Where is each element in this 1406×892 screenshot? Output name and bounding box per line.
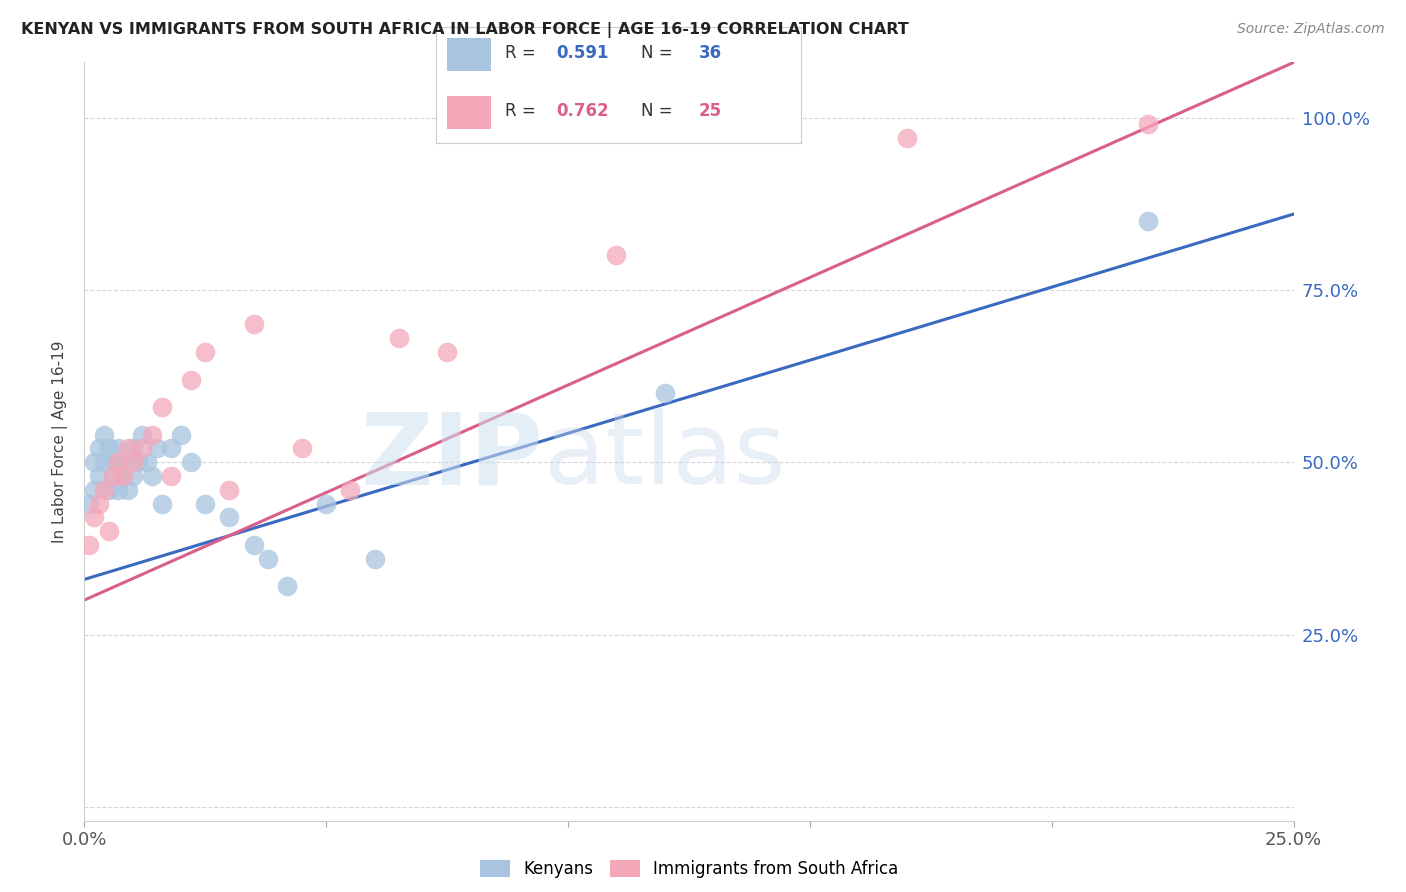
Text: N =: N = (641, 45, 678, 62)
Point (605, 248, 627, 262)
Bar (447, 38, 491, 70)
Point (339, 483, 361, 497)
Point (103, 469, 125, 483)
Point (363, 551, 385, 566)
Point (136, 455, 159, 469)
Bar (447, 96, 491, 128)
Legend: Kenyans, Immigrants from South Africa: Kenyans, Immigrants from South Africa (472, 854, 905, 885)
Text: 25: 25 (699, 103, 723, 120)
Point (194, 497, 217, 511)
Point (150, 497, 173, 511)
Point (170, 427, 193, 442)
Point (180, 372, 202, 386)
Point (121, 442, 143, 456)
Point (194, 345, 217, 359)
Text: atlas: atlas (544, 409, 786, 505)
Point (107, 483, 129, 497)
Point (388, 331, 411, 345)
Point (131, 442, 153, 456)
Point (83, 483, 105, 497)
Text: Source: ZipAtlas.com: Source: ZipAtlas.com (1237, 22, 1385, 37)
Point (242, 538, 264, 552)
Text: 36: 36 (699, 45, 723, 62)
Point (103, 469, 125, 483)
Point (97, 524, 120, 538)
Point (83, 510, 105, 524)
Point (1137, 118, 1160, 132)
Point (160, 469, 183, 483)
Point (127, 455, 149, 469)
Point (77, 497, 100, 511)
Point (242, 318, 264, 332)
Point (141, 427, 163, 442)
Point (141, 469, 163, 483)
Point (77, 538, 100, 552)
Text: R =: R = (505, 45, 541, 62)
Point (83, 455, 105, 469)
Point (112, 455, 135, 469)
Y-axis label: In Labor Force | Age 16-19: In Labor Force | Age 16-19 (52, 340, 69, 543)
Point (93, 455, 115, 469)
Point (97, 442, 120, 456)
Point (218, 510, 240, 524)
Point (146, 442, 169, 456)
Point (103, 455, 125, 469)
Text: ZIP: ZIP (361, 409, 544, 505)
Point (121, 455, 143, 469)
Point (276, 579, 298, 593)
Point (896, 131, 918, 145)
Point (436, 345, 458, 359)
Point (93, 427, 115, 442)
Point (117, 483, 139, 497)
Point (257, 551, 280, 566)
Point (97, 483, 120, 497)
Point (87, 469, 110, 483)
Point (160, 442, 183, 456)
Point (117, 442, 139, 456)
Point (291, 442, 314, 456)
Point (131, 427, 153, 442)
Point (315, 497, 337, 511)
Point (150, 400, 173, 414)
Text: R =: R = (505, 103, 541, 120)
Text: 0.762: 0.762 (557, 103, 609, 120)
Text: N =: N = (641, 103, 678, 120)
Point (87, 497, 110, 511)
Point (93, 483, 115, 497)
Point (218, 483, 240, 497)
Point (121, 469, 143, 483)
Point (180, 455, 202, 469)
Point (107, 455, 129, 469)
Text: 0.591: 0.591 (557, 45, 609, 62)
Point (112, 469, 135, 483)
Point (654, 386, 676, 401)
Point (87, 442, 110, 456)
Point (1137, 214, 1160, 228)
Text: KENYAN VS IMMIGRANTS FROM SOUTH AFRICA IN LABOR FORCE | AGE 16-19 CORRELATION CH: KENYAN VS IMMIGRANTS FROM SOUTH AFRICA I… (21, 22, 908, 38)
Point (107, 442, 129, 456)
Point (112, 469, 135, 483)
